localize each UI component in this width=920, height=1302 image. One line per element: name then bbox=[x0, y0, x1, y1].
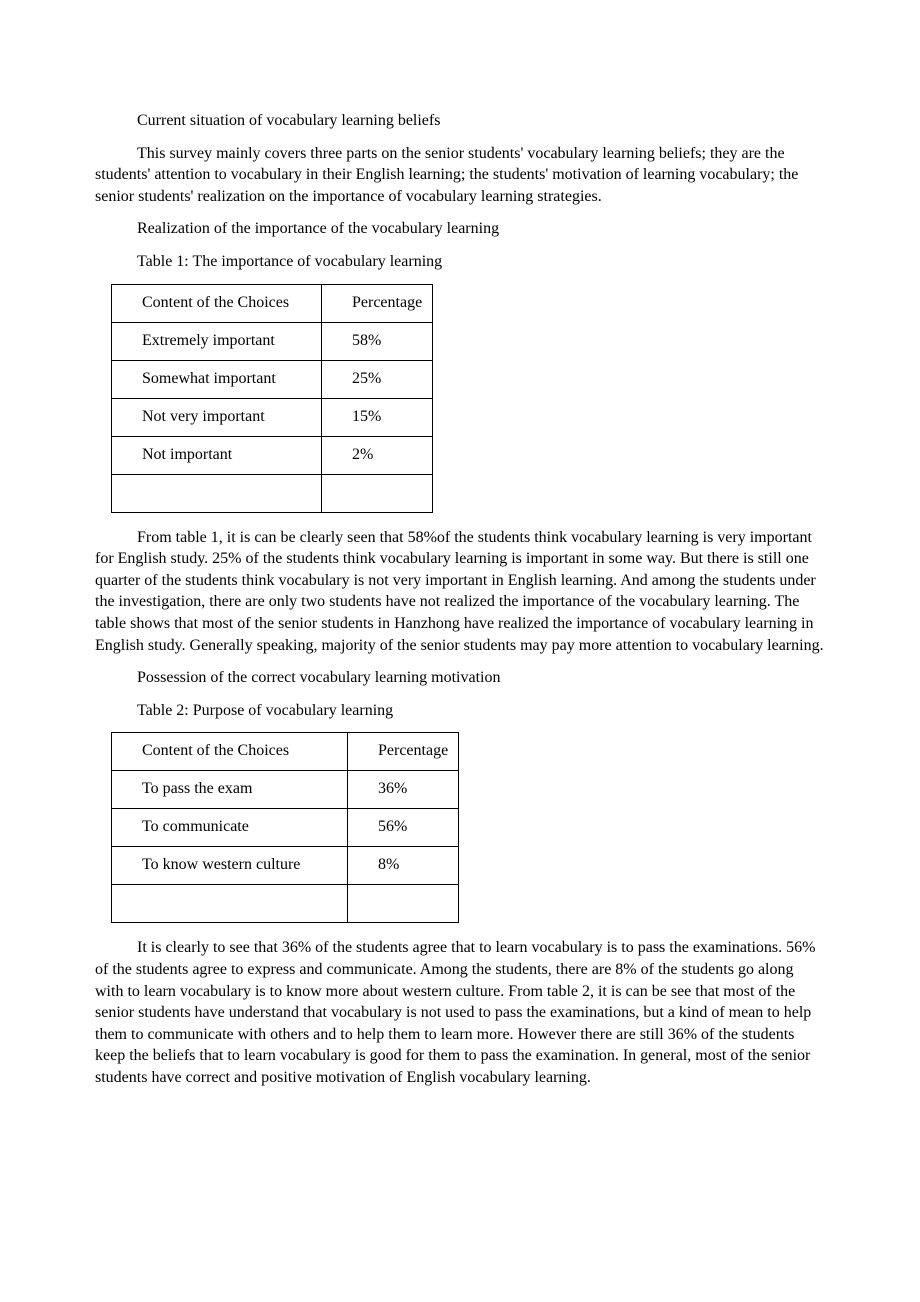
table-header-cell: Content of the Choices bbox=[112, 284, 322, 322]
table-cell: To know western culture bbox=[112, 847, 348, 885]
table2-caption: Table 2: Purpose of vocabulary learning bbox=[95, 700, 825, 722]
table-cell: 56% bbox=[348, 809, 459, 847]
table-header-cell: Percentage bbox=[322, 284, 433, 322]
table-row: Extremely important 58% bbox=[112, 322, 433, 360]
table-cell: Somewhat important bbox=[112, 360, 322, 398]
table-cell bbox=[322, 474, 433, 512]
table2-analysis-paragraph: It is clearly to see that 36% of the stu… bbox=[95, 937, 825, 1088]
table-row: Not important 2% bbox=[112, 436, 433, 474]
table1-caption: Table 1: The importance of vocabulary le… bbox=[95, 251, 825, 273]
table-row bbox=[112, 885, 459, 923]
table-purpose: Content of the Choices Percentage To pas… bbox=[111, 732, 459, 923]
table-cell: 2% bbox=[322, 436, 433, 474]
table-cell bbox=[112, 885, 348, 923]
table-row: Content of the Choices Percentage bbox=[112, 284, 433, 322]
table-cell: 25% bbox=[322, 360, 433, 398]
table-row: Not very important 15% bbox=[112, 398, 433, 436]
table-cell bbox=[112, 474, 322, 512]
table-cell: 36% bbox=[348, 771, 459, 809]
table-importance: Content of the Choices Percentage Extrem… bbox=[111, 284, 433, 513]
table-cell bbox=[348, 885, 459, 923]
table-cell: Not very important bbox=[112, 398, 322, 436]
section-heading-situation: Current situation of vocabulary learning… bbox=[95, 110, 825, 132]
table-row bbox=[112, 474, 433, 512]
table-header-cell: Content of the Choices bbox=[112, 733, 348, 771]
section-heading-realization: Realization of the importance of the voc… bbox=[95, 218, 825, 240]
table-row: Content of the Choices Percentage bbox=[112, 733, 459, 771]
table-cell: Extremely important bbox=[112, 322, 322, 360]
table-row: To communicate 56% bbox=[112, 809, 459, 847]
table-cell: 58% bbox=[322, 322, 433, 360]
table-cell: To pass the exam bbox=[112, 771, 348, 809]
table1-analysis-paragraph: From table 1, it is can be clearly seen … bbox=[95, 527, 825, 657]
intro-paragraph: This survey mainly covers three parts on… bbox=[95, 143, 825, 208]
section-heading-possession: Possession of the correct vocabulary lea… bbox=[95, 667, 825, 689]
table-cell: To communicate bbox=[112, 809, 348, 847]
table-cell: 15% bbox=[322, 398, 433, 436]
table-row: Somewhat important 25% bbox=[112, 360, 433, 398]
table-header-cell: Percentage bbox=[348, 733, 459, 771]
table-row: To know western culture 8% bbox=[112, 847, 459, 885]
table-cell: Not important bbox=[112, 436, 322, 474]
table-cell: 8% bbox=[348, 847, 459, 885]
table-row: To pass the exam 36% bbox=[112, 771, 459, 809]
